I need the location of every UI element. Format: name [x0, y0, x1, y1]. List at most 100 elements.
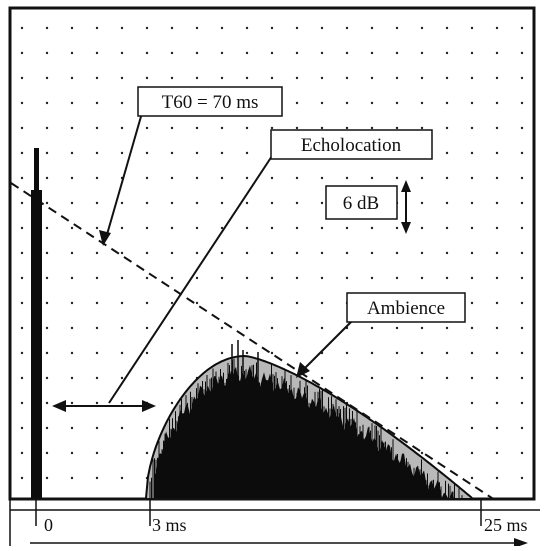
grid-dot	[70, 26, 74, 30]
grid-dot	[20, 476, 24, 480]
grid-dot	[45, 251, 49, 255]
grid-dot	[245, 151, 249, 155]
grid-dot	[495, 101, 499, 105]
grid-dot	[95, 226, 99, 230]
grid-dot	[45, 126, 49, 130]
grid-dot	[395, 76, 399, 80]
grid-dot	[70, 451, 74, 455]
grid-dot	[470, 476, 474, 480]
grid-dot	[195, 301, 199, 305]
grid-dot	[495, 476, 499, 480]
grid-dot	[345, 76, 349, 80]
grid-dot	[45, 376, 49, 380]
grid-dot	[470, 226, 474, 230]
grid-dot	[20, 301, 24, 305]
grid-dot	[420, 51, 424, 55]
grid-dot	[495, 26, 499, 30]
grid-dot	[170, 276, 174, 280]
grid-dot	[495, 351, 499, 355]
grid-dot	[220, 251, 224, 255]
grid-dot	[120, 151, 124, 155]
grid-dot	[220, 201, 224, 205]
grid-dot	[170, 151, 174, 155]
grid-dot	[170, 176, 174, 180]
grid-dot	[70, 276, 74, 280]
grid-dot	[370, 76, 374, 80]
grid-dot	[245, 76, 249, 80]
grid-dot	[295, 51, 299, 55]
time-axis-arrowhead	[514, 538, 528, 548]
grid-dot	[170, 251, 174, 255]
grid-dot	[220, 301, 224, 305]
grid-dot	[345, 51, 349, 55]
grid-dot	[395, 51, 399, 55]
grid-dot	[420, 201, 424, 205]
grid-dot	[245, 201, 249, 205]
grid-dot	[145, 301, 149, 305]
grid-dot	[345, 176, 349, 180]
grid-dot	[370, 326, 374, 330]
grid-dot	[320, 251, 324, 255]
grid-dot	[145, 51, 149, 55]
grid-dot	[320, 301, 324, 305]
grid-dot	[420, 351, 424, 355]
grid-dot	[45, 51, 49, 55]
grid-dot	[245, 26, 249, 30]
grid-dot	[120, 276, 124, 280]
ambience-leader	[300, 316, 357, 373]
grid-dot	[120, 351, 124, 355]
grid-dot	[145, 451, 149, 455]
grid-dot	[420, 251, 424, 255]
grid-dot	[495, 326, 499, 330]
grid-dot	[70, 401, 74, 405]
grid-dot	[495, 401, 499, 405]
grid-dot	[45, 201, 49, 205]
grid-dot	[245, 276, 249, 280]
grid-dot	[345, 101, 349, 105]
grid-dot	[145, 351, 149, 355]
grid-dot	[445, 376, 449, 380]
grid-dot	[45, 226, 49, 230]
grid-dot	[445, 76, 449, 80]
grid-dot	[170, 326, 174, 330]
grid-dot	[220, 151, 224, 155]
grid-dot	[245, 301, 249, 305]
grid-dot	[470, 101, 474, 105]
grid-dot	[195, 251, 199, 255]
grid-dot	[520, 426, 524, 430]
grid-dot	[270, 226, 274, 230]
grid-dot	[470, 376, 474, 380]
grid-dot	[445, 201, 449, 205]
grid-dot	[445, 26, 449, 30]
grid-dot	[120, 251, 124, 255]
grid-dot	[120, 476, 124, 480]
grid-dot	[20, 101, 24, 105]
grid-dot	[295, 201, 299, 205]
grid-dot	[245, 226, 249, 230]
echolocation-label: Echolocation	[270, 129, 433, 160]
grid-dot	[470, 201, 474, 205]
grid-dot	[345, 226, 349, 230]
grid-dot	[195, 326, 199, 330]
grid-dot	[295, 226, 299, 230]
grid-dot	[170, 301, 174, 305]
grid-dot	[370, 26, 374, 30]
grid-dot	[95, 451, 99, 455]
grid-dot	[470, 301, 474, 305]
grid-dot	[170, 126, 174, 130]
grid-dot	[120, 226, 124, 230]
grid-dot	[520, 51, 524, 55]
grid-dot	[195, 351, 199, 355]
grid-dot	[495, 76, 499, 80]
grid-dot	[495, 376, 499, 380]
grid-dot	[145, 126, 149, 130]
grid-dot	[320, 201, 324, 205]
grid-dot	[345, 351, 349, 355]
grid-dot	[420, 226, 424, 230]
grid-dot	[445, 126, 449, 130]
grid-dot	[420, 126, 424, 130]
grid-dot	[70, 251, 74, 255]
grid-dot	[120, 201, 124, 205]
grid-dot	[420, 276, 424, 280]
